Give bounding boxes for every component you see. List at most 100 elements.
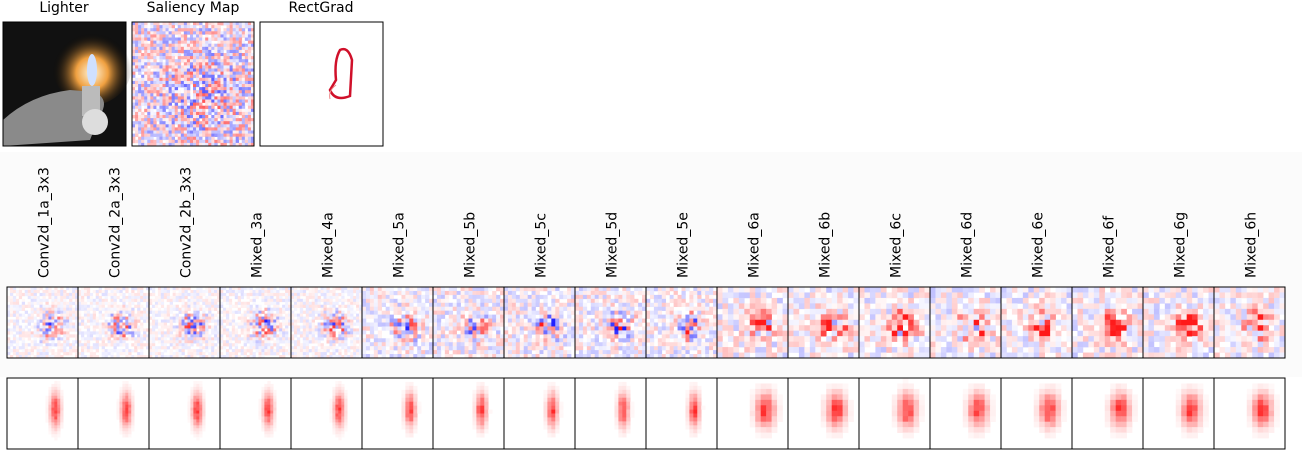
pixel bbox=[48, 319, 52, 323]
pixel bbox=[247, 68, 252, 72]
pixel bbox=[335, 319, 339, 323]
pixel bbox=[66, 349, 70, 353]
pixel bbox=[156, 56, 160, 60]
pixel bbox=[425, 294, 430, 300]
pixel bbox=[86, 310, 91, 314]
pixel bbox=[264, 334, 268, 338]
pixel bbox=[293, 349, 298, 353]
pixel bbox=[238, 77, 243, 82]
pixel bbox=[181, 340, 185, 344]
pixel bbox=[107, 322, 111, 326]
pixel bbox=[146, 292, 150, 297]
pixel bbox=[174, 43, 179, 48]
pixel bbox=[226, 130, 230, 134]
pixel bbox=[202, 46, 206, 51]
pixel bbox=[362, 350, 367, 355]
pixel bbox=[373, 318, 379, 323]
pixel bbox=[9, 287, 14, 291]
pixel bbox=[440, 322, 446, 327]
pixel bbox=[488, 294, 493, 300]
pixel bbox=[500, 318, 505, 323]
pixel bbox=[98, 304, 102, 309]
pixel bbox=[177, 53, 182, 57]
pixel bbox=[63, 298, 67, 303]
pixel bbox=[183, 96, 188, 100]
pixel bbox=[217, 346, 221, 350]
pixel bbox=[326, 328, 330, 332]
pixel bbox=[211, 142, 215, 147]
pixel bbox=[172, 343, 176, 347]
frame bbox=[259, 21, 384, 147]
image-bg bbox=[362, 378, 433, 449]
pixel bbox=[231, 331, 236, 335]
pixel bbox=[168, 130, 172, 134]
pixel bbox=[193, 431, 197, 435]
pixel bbox=[171, 99, 175, 103]
pixel bbox=[433, 338, 438, 343]
pixel bbox=[205, 102, 209, 106]
pixel bbox=[214, 96, 218, 100]
pixel bbox=[199, 355, 203, 359]
pixel bbox=[104, 310, 108, 314]
pixel bbox=[344, 407, 348, 411]
pixel bbox=[153, 80, 157, 85]
pixel bbox=[63, 328, 67, 332]
pixel bbox=[54, 410, 58, 414]
pixel bbox=[60, 419, 64, 423]
pixel bbox=[48, 355, 52, 359]
pixel bbox=[405, 421, 410, 426]
pixel bbox=[247, 53, 252, 57]
pixel bbox=[12, 289, 17, 294]
pixel bbox=[42, 355, 46, 359]
pixel bbox=[220, 68, 224, 72]
pixel bbox=[338, 287, 342, 291]
pixel bbox=[169, 301, 173, 306]
pixel bbox=[232, 105, 236, 110]
pixel bbox=[45, 328, 49, 332]
pixel bbox=[208, 74, 212, 79]
pixel bbox=[171, 71, 175, 75]
pixel bbox=[211, 127, 215, 131]
pixel bbox=[341, 431, 345, 435]
pixel bbox=[500, 334, 505, 339]
pixel bbox=[131, 349, 135, 353]
pixel bbox=[332, 355, 336, 359]
pixel bbox=[57, 355, 61, 359]
pixel bbox=[134, 343, 138, 347]
pixel bbox=[252, 340, 256, 344]
pixel bbox=[393, 298, 398, 304]
pixel bbox=[183, 111, 188, 116]
pixel bbox=[45, 398, 49, 402]
pixel bbox=[228, 298, 233, 303]
pixel bbox=[472, 314, 477, 319]
pixel bbox=[189, 108, 194, 113]
pixel bbox=[144, 102, 148, 106]
pixel bbox=[60, 422, 64, 426]
image-bg bbox=[220, 378, 291, 449]
pixel bbox=[116, 287, 120, 291]
pixel bbox=[186, 115, 191, 119]
pixel bbox=[199, 434, 203, 438]
pixel bbox=[119, 392, 123, 397]
pixel bbox=[320, 328, 324, 332]
pixel bbox=[202, 115, 206, 119]
pixel bbox=[30, 316, 34, 320]
pixel bbox=[347, 328, 351, 332]
pixel bbox=[217, 84, 221, 88]
pixel bbox=[131, 292, 135, 297]
pixel bbox=[223, 142, 227, 147]
pixel bbox=[214, 313, 218, 317]
pixel bbox=[250, 142, 255, 147]
pixel bbox=[258, 316, 262, 320]
pixel bbox=[199, 380, 203, 385]
pixel bbox=[30, 349, 34, 353]
pixel bbox=[196, 392, 200, 397]
saliency-image bbox=[132, 22, 255, 147]
pixel bbox=[202, 130, 206, 134]
pixel bbox=[323, 295, 327, 300]
pixel bbox=[15, 316, 20, 320]
pixel bbox=[381, 350, 386, 355]
pixel bbox=[208, 93, 212, 97]
pixel bbox=[199, 386, 203, 391]
pixel bbox=[323, 346, 327, 350]
